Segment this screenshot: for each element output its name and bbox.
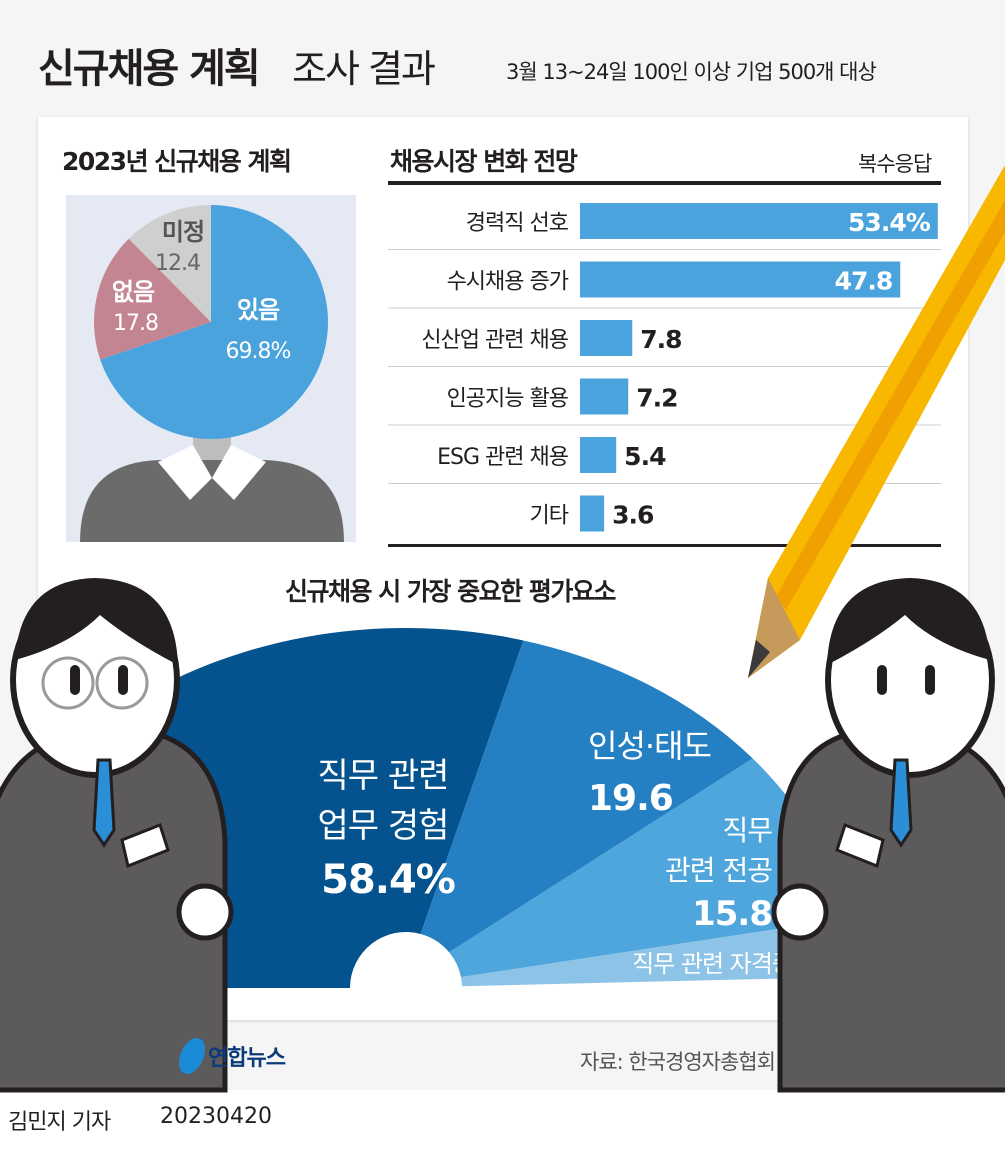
bar-category-label: 인공지능 활용 (447, 387, 569, 412)
donut-title: 신규채용 시 가장 중요한 평가요소 (285, 577, 616, 606)
footer-logo: 연합뉴스 (175, 1038, 286, 1074)
pencil-stripe (776, 200, 1005, 610)
bar-4 (580, 437, 617, 473)
page-title: 신규채용 계획 (38, 46, 261, 92)
left-person-hair (15, 578, 178, 665)
pie-title: 2023년 신규채용 계획 (62, 147, 292, 176)
left-person-eye (70, 665, 80, 695)
person-shoulders (80, 460, 344, 542)
pie-slice-0 (100, 205, 328, 440)
pie-value: 17.8 (113, 311, 158, 336)
pie-slice-1 (94, 238, 211, 360)
pie-label: 있음 (237, 296, 280, 324)
donut-label: 직무 관련 자격증 (632, 950, 793, 978)
right-person-hair (827, 578, 990, 665)
donut-value: 19.6 (588, 778, 673, 819)
glasses-icon (95, 656, 149, 710)
right-person-eye (877, 665, 887, 695)
donut-label: 직무 (722, 814, 772, 847)
glasses-icon (41, 656, 95, 710)
bar-2 (580, 320, 633, 356)
bar-bottom-rule (388, 544, 941, 547)
subtitle: 3월 13~24일 100인 이상 기업 500개 대상 (506, 60, 877, 84)
bar-value-label: 5.4 (624, 442, 666, 471)
bar-value-label: 53.4% (848, 208, 931, 237)
left-person-tie (92, 758, 116, 848)
bar-0 (580, 203, 938, 239)
pie-value: 69.8% (226, 339, 291, 364)
bar-value-label: 3.6 (612, 501, 654, 530)
bar-value-label: 7.2 (636, 384, 677, 413)
donut-slice-1 (420, 640, 753, 953)
bar-value-label: 47.8 (835, 267, 893, 296)
bar-3 (580, 378, 629, 415)
bar-category-label: ESG 관련 채용 (437, 445, 569, 470)
right-person-name-badge (835, 823, 885, 869)
collar-left (158, 445, 212, 500)
bar-top-rule (388, 181, 941, 185)
bar-value-label: 7.8 (640, 325, 681, 354)
date: 20230420 (160, 1104, 272, 1129)
donut-label: 인성·태도 (588, 727, 711, 765)
left-person-eye (118, 665, 128, 695)
bar-category-label: 기타 (530, 504, 569, 529)
left-person-name-badge (120, 823, 170, 869)
bar-1 (580, 261, 901, 298)
donut-label: 관련 전공 (665, 854, 772, 887)
pie-label: 미정 (162, 218, 204, 246)
donut-value: 58.4% (321, 857, 455, 903)
donut-value: 15.8 (692, 894, 772, 934)
bar-category-label: 경력직 선호 (466, 211, 569, 236)
page-title-light: 조사 결과 (292, 47, 436, 91)
donut-slice-2 (449, 758, 848, 978)
pie-slice-2 (128, 205, 211, 322)
right-person-tie (889, 758, 913, 848)
pie-label: 없음 (112, 278, 155, 306)
pencil-tip (748, 640, 770, 678)
bar-category-label: 수시채용 증가 (447, 270, 569, 295)
logo-icon (175, 1038, 209, 1074)
bar-title: 채용시장 변화 전망 (390, 147, 578, 176)
collar-right (212, 445, 266, 500)
pie-value: 12.4 (155, 251, 200, 276)
right-person-eye (925, 665, 935, 695)
byline: 김민지 기자 (8, 1110, 111, 1135)
donut-label: 업무 경험 (318, 806, 449, 846)
donut-label: 직무 관련 (318, 756, 449, 796)
left-person-hand (176, 883, 234, 941)
bar-5 (580, 495, 605, 532)
right-person-hand (771, 883, 829, 941)
bar-category-label: 신산업 관련 채용 (421, 328, 568, 353)
bar-note: 복수응답 (858, 152, 932, 176)
source: 자료: 한국경영자총협회 (580, 1050, 776, 1074)
donut-slice-3 (460, 918, 856, 987)
